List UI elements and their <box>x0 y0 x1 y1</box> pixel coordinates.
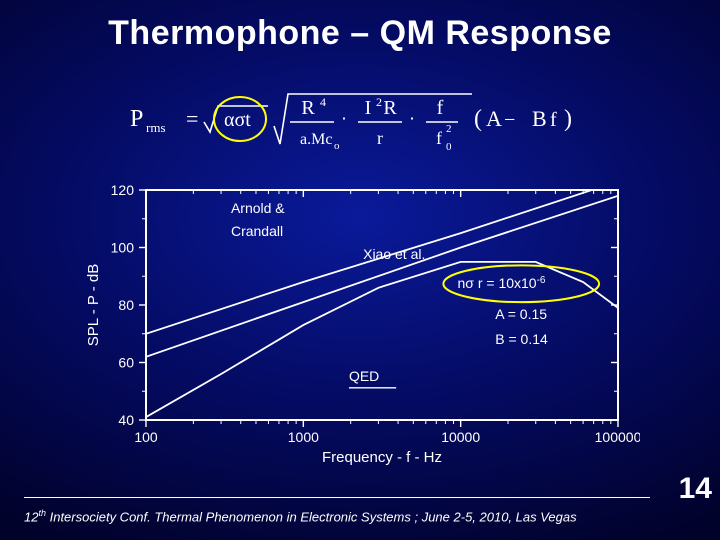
svg-text:B = 0.14: B = 0.14 <box>495 331 548 347</box>
page-title: Thermophone – QM Response <box>0 14 720 53</box>
svg-text:⋅: ⋅ <box>341 109 347 129</box>
svg-text:A: A <box>486 106 502 131</box>
svg-text:a.Mc: a.Mc <box>300 131 332 148</box>
page-number: 14 <box>679 472 712 506</box>
svg-text:A = 0.15: A = 0.15 <box>495 306 547 322</box>
svg-text:o: o <box>334 140 340 152</box>
svg-text:4: 4 <box>320 95 326 109</box>
svg-text:0: 0 <box>446 141 452 153</box>
svg-text:Crandall: Crandall <box>231 223 283 239</box>
svg-text:QED: QED <box>349 368 379 384</box>
chart-svg: 100 1000 10000 100000 40 60 80 100 120 Frequency … <box>80 180 640 470</box>
svg-text:40: 40 <box>118 412 134 428</box>
footer-ordinal: 12 <box>24 509 38 524</box>
svg-text:100: 100 <box>111 240 135 256</box>
footer-text: 12th Intersociety Conf. Thermal Phenomen… <box>24 508 577 524</box>
svg-text:(: ( <box>474 106 482 132</box>
svg-text:f: f <box>436 128 442 148</box>
svg-text:2: 2 <box>446 123 452 135</box>
svg-text:2: 2 <box>376 95 382 109</box>
svg-text:−: − <box>504 109 515 131</box>
svg-text:SPL - P - dB: SPL - P - dB <box>85 264 102 347</box>
svg-text:=: = <box>186 106 198 131</box>
footer-divider <box>24 497 650 498</box>
chart-spl-vs-frequency: 100 1000 10000 100000 40 60 80 100 120 Frequency … <box>80 180 640 470</box>
svg-text:f: f <box>550 109 557 131</box>
svg-text:100: 100 <box>134 429 158 445</box>
equation-svg: Prms=ασtR4a.Mco⋅I2Rr⋅ff02(A − Bf) <box>100 80 620 160</box>
svg-text:P: P <box>130 106 143 132</box>
svg-text:R: R <box>383 97 397 119</box>
svg-text:80: 80 <box>118 297 134 313</box>
svg-text:10000: 10000 <box>441 429 480 445</box>
svg-text:R: R <box>301 97 315 119</box>
svg-text:1000: 1000 <box>288 429 319 445</box>
svg-text:60: 60 <box>118 355 134 371</box>
footer-ordinal-sup: th <box>38 508 46 518</box>
svg-text:Frequency - f - Hz: Frequency - f - Hz <box>322 449 442 466</box>
footer-rest: Intersociety Conf. Thermal Phenomenon in… <box>46 509 577 524</box>
svg-text:): ) <box>564 106 572 132</box>
svg-text:ασt: ασt <box>224 109 251 131</box>
svg-text:120: 120 <box>111 182 135 198</box>
svg-text:B: B <box>532 106 547 131</box>
svg-text:rms: rms <box>146 120 166 135</box>
svg-text:⋅: ⋅ <box>409 109 415 129</box>
svg-text:nσ r = 10x10-6: nσ r = 10x10-6 <box>458 274 546 291</box>
svg-text:f: f <box>437 97 444 119</box>
svg-text:Arnold &: Arnold & <box>231 200 285 216</box>
svg-text:I: I <box>365 97 372 119</box>
svg-text:r: r <box>377 128 383 148</box>
svg-text:Xiao et al.: Xiao et al. <box>363 246 425 262</box>
svg-text:100000: 100000 <box>595 429 640 445</box>
equation: Prms=ασtR4a.Mco⋅I2Rr⋅ff02(A − Bf) <box>0 80 720 160</box>
